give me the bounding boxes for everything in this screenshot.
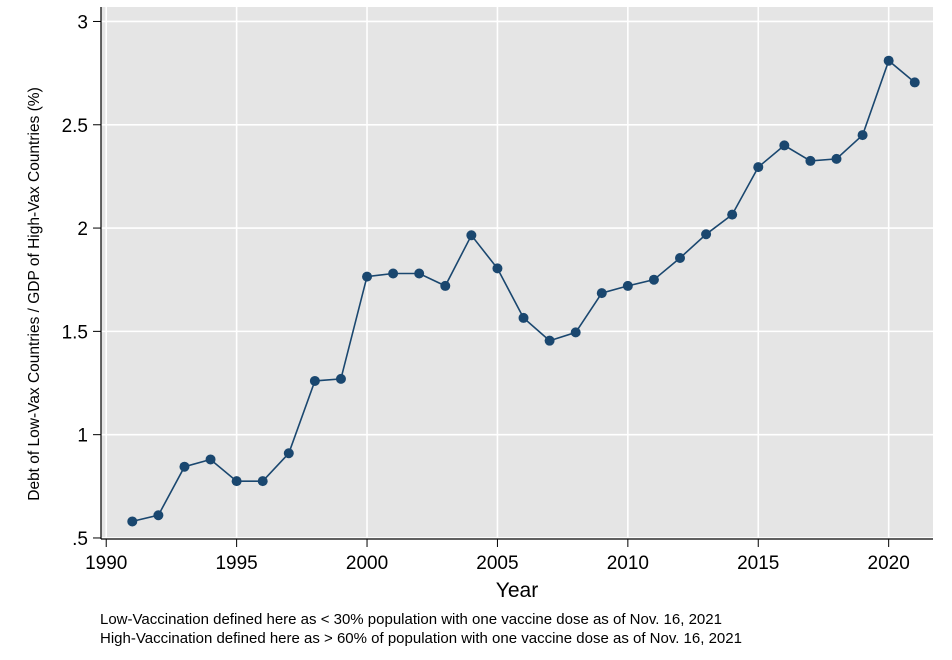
data-point <box>466 230 477 241</box>
data-point <box>309 375 320 386</box>
data-point <box>857 130 868 141</box>
y-tick-label: 2 <box>77 219 88 240</box>
data-point <box>257 476 268 487</box>
x-tick-label: 2020 <box>868 553 910 574</box>
x-tick-label: 2015 <box>737 553 779 574</box>
x-tick-label: 2005 <box>476 553 518 574</box>
x-tick-label: 2010 <box>607 553 649 574</box>
data-point <box>205 454 216 465</box>
y-tick-label: 2.5 <box>62 116 88 137</box>
data-point <box>805 155 816 166</box>
data-point <box>544 335 555 346</box>
data-point <box>518 312 529 323</box>
data-point <box>179 461 190 472</box>
data-point <box>362 271 373 282</box>
data-point <box>701 229 712 240</box>
y-tick-label: 1 <box>77 426 88 447</box>
data-point <box>648 274 659 285</box>
line-chart: 1990 1995 2000 2005 2010 2015 2020 .5 1 1.5 2 2.5 3… <box>26 7 933 602</box>
chart-notes: Low-Vaccination defined here as < 30% po… <box>100 610 940 648</box>
data-point <box>335 373 346 384</box>
x-tick-label: 1990 <box>85 553 127 574</box>
data-point <box>753 162 764 173</box>
data-points <box>127 55 920 527</box>
y-tick-label: .5 <box>72 529 88 550</box>
data-point <box>883 55 894 66</box>
x-tick-label: 1995 <box>215 553 257 574</box>
data-point <box>231 476 242 487</box>
y-axis-label: Debt of Low-Vax Countries / GDP of High-… <box>26 87 43 501</box>
x-axis-ticks: 1990 1995 2000 2005 2010 2015 2020 <box>85 539 910 574</box>
data-point <box>596 288 607 299</box>
x-axis-label: Year <box>496 579 538 602</box>
data-point <box>388 268 399 279</box>
note-low-vaccination: Low-Vaccination defined here as < 30% po… <box>100 611 722 628</box>
data-point <box>492 263 503 274</box>
data-point <box>779 140 790 151</box>
data-point <box>831 153 842 164</box>
data-point <box>622 280 633 291</box>
data-point <box>283 448 294 459</box>
data-point <box>727 209 738 220</box>
y-axis-ticks: .5 1 1.5 2 2.5 3 <box>62 12 101 550</box>
data-point <box>440 280 451 291</box>
data-point <box>153 510 164 521</box>
note-high-vaccination: High-Vaccination defined here as > 60% o… <box>100 630 742 647</box>
x-tick-label: 2000 <box>346 553 388 574</box>
data-point <box>675 253 686 264</box>
y-tick-label: 1.5 <box>62 322 88 343</box>
y-tick-label: 3 <box>77 12 88 33</box>
data-point <box>127 516 138 527</box>
y-gridlines <box>101 20 933 539</box>
plot-background <box>101 7 933 539</box>
data-point <box>570 327 581 338</box>
data-point <box>909 77 920 88</box>
data-point <box>414 268 425 279</box>
